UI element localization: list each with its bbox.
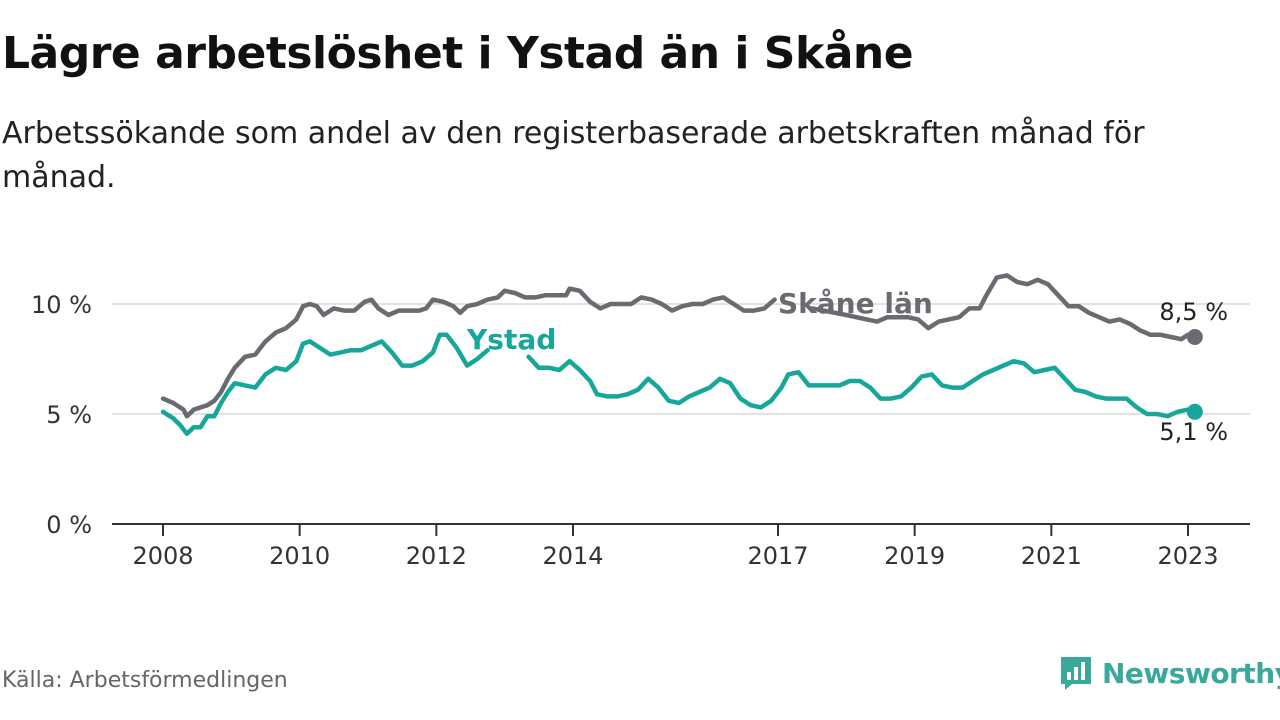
x-tick-label: 2023 — [1157, 542, 1218, 570]
series-labels: Skåne län Ystad 8,5 % 5,1 % — [466, 287, 1228, 446]
series-line-ystad-0 — [160, 332, 490, 437]
x-tick-label: 2012 — [406, 542, 467, 570]
series-line-ystad-1 — [526, 354, 1198, 419]
newsworthy-logo-icon — [1061, 657, 1091, 690]
series-label-ystad: Ystad — [466, 323, 556, 356]
x-tick-label: 2019 — [884, 542, 945, 570]
end-point-skane — [1186, 329, 1203, 345]
series-label-skane: Skåne län — [778, 287, 933, 320]
gridlines — [112, 303, 1250, 415]
line-chart: 0 %5 %10 % 2008 2010 2012 2014 2017 2019 2021 2… — [31, 273, 1250, 570]
x-tick-label: 2008 — [132, 542, 193, 570]
x-axis-ticks: 2008 2010 2012 2014 2017 2019 2021 2023 — [132, 524, 1219, 570]
x-tick-label: 2017 — [747, 542, 808, 570]
y-tick-label: 5 % — [46, 401, 92, 429]
end-label-skane: 8,5 % — [1159, 298, 1228, 326]
series-lines — [160, 273, 1203, 437]
chart-title: Lägre arbetslöshet i Ystad än i Skåne — [2, 28, 914, 79]
brand-name: Newsworthy — [1102, 656, 1280, 690]
x-tick-label: 2014 — [542, 542, 603, 570]
x-tick-label: 2010 — [269, 542, 330, 570]
x-tick-label: 2021 — [1021, 542, 1082, 570]
end-label-ystad: 5,1 % — [1159, 418, 1228, 446]
source-note: Källa: Arbetsförmedlingen — [2, 668, 288, 693]
y-axis-tick-labels: 0 % 5 % 10 % — [31, 291, 92, 539]
chart-subtitle: Arbetssökande som andel av den registerb… — [2, 116, 1145, 195]
y-tick-label: 0 % — [46, 511, 92, 539]
series-line-skane-0 — [160, 286, 777, 419]
end-point-ystad — [1186, 403, 1203, 420]
brand-logo: Newsworthy — [1058, 654, 1280, 692]
y-tick-label: 10 % — [31, 291, 92, 319]
series-line-skane-1 — [809, 273, 1198, 342]
